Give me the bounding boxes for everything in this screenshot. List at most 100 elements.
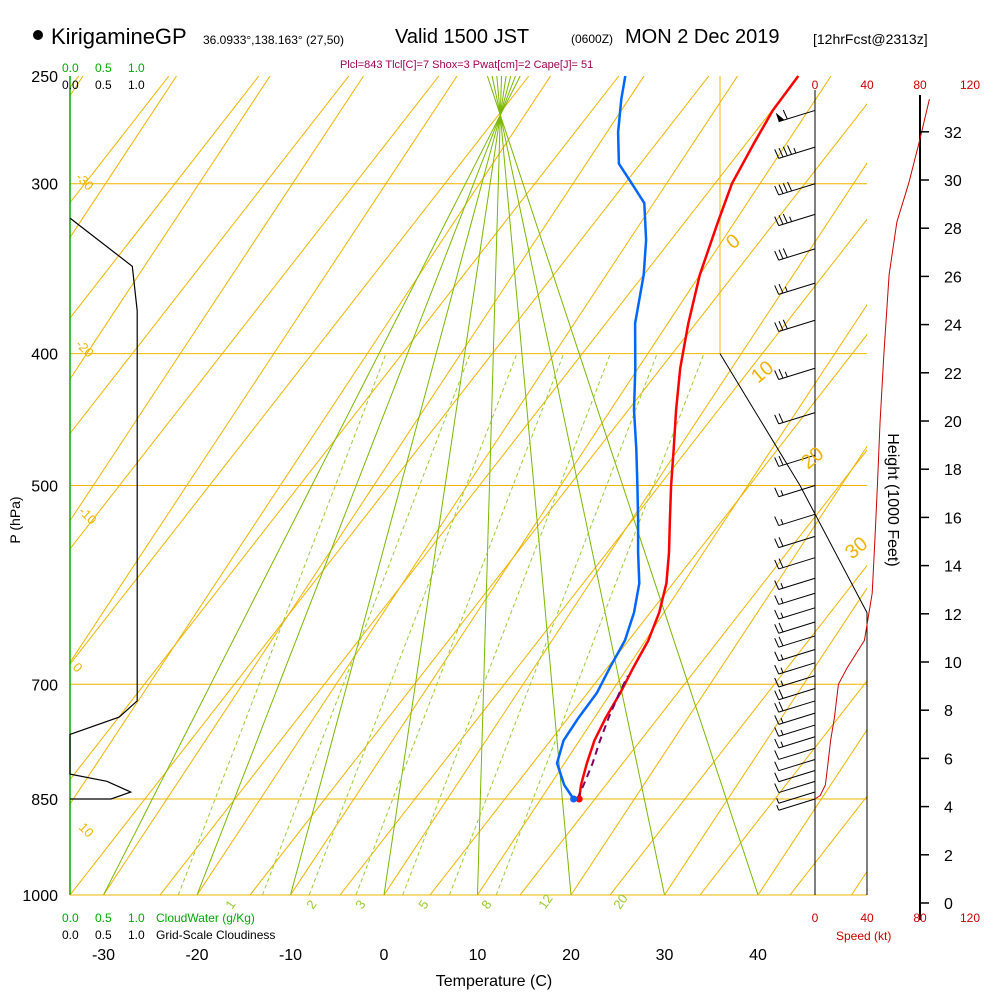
wind-barb-feather — [778, 558, 784, 568]
isotherm--40 — [70, 76, 551, 805]
wind-barb-feather — [774, 637, 780, 648]
tropopause-line — [719, 353, 868, 895]
wind-barb-feather — [782, 213, 788, 224]
moist-adiabat — [486, 76, 759, 895]
height-tick-label: 14 — [944, 559, 962, 576]
wind-barb — [778, 557, 816, 570]
wind-barb-feather — [782, 248, 788, 258]
isotherm--60 — [70, 76, 364, 522]
wind-barb-feather — [774, 677, 780, 688]
wind-barb — [778, 485, 816, 498]
wind-barb-half — [780, 519, 784, 525]
wind-barb-half — [784, 286, 788, 292]
mixing-ratio-line — [355, 353, 565, 895]
wind-barb-feather — [774, 185, 780, 196]
plot-frame — [69, 76, 921, 920]
wind-barb-half — [780, 717, 784, 724]
dry-adiabat — [70, 76, 260, 319]
theta-label: 30 — [841, 533, 872, 564]
moist-adiabat — [196, 76, 516, 895]
wind-barb — [778, 712, 816, 725]
wind-barb — [778, 109, 816, 123]
wind-barb — [778, 454, 816, 467]
valid-time: Valid 1500 JST — [395, 26, 530, 48]
wind-barb-feather — [778, 320, 784, 331]
x-tick-label: 10 — [469, 947, 487, 964]
wind-barb-half — [793, 147, 797, 154]
wind-barb — [778, 248, 816, 261]
height-tick-label: 18 — [944, 462, 962, 479]
wind-barb — [778, 747, 816, 760]
height-tick-label: 12 — [944, 607, 962, 624]
mixing-ratio-line — [308, 353, 518, 895]
x-tick-label: -30 — [92, 947, 115, 964]
x-tick-label: 0 — [380, 947, 389, 964]
wind-barb-half — [780, 597, 784, 604]
wind-barb-feather — [787, 145, 793, 155]
wind-barb-feather — [778, 701, 784, 712]
mixing-ratio-line — [495, 353, 705, 895]
wind-barb — [778, 635, 816, 648]
wind-barb-feather — [774, 580, 780, 590]
wind-barb — [778, 282, 816, 295]
dewpoint-line — [555, 75, 648, 800]
top-speed-tick: 120 — [960, 78, 980, 92]
station-name: KirigamineGP — [51, 24, 187, 49]
height-tick-label: 30 — [944, 173, 962, 190]
pressure-label-500: 500 — [31, 479, 58, 496]
x-tick-label: 30 — [656, 947, 674, 964]
wind-barb-half — [776, 805, 780, 811]
height-tick-label: 2 — [944, 848, 953, 865]
wind-barb — [778, 736, 816, 749]
wind-barb-feather — [778, 455, 784, 466]
wind-barb — [778, 675, 816, 688]
moist-adiabat — [103, 76, 521, 895]
wind-barb-feather — [778, 215, 784, 225]
valid-date: MON 2 Dec 2019 — [625, 26, 780, 48]
wind-barb — [778, 621, 816, 634]
wind-barb-feather — [774, 595, 780, 605]
bottom-cloudiness-tick: 0.5 — [95, 928, 112, 942]
wind-barb-feather — [774, 457, 780, 467]
wind-barb-feather — [778, 249, 784, 260]
x-tick-label: 40 — [749, 947, 767, 964]
height-tick-label: 22 — [944, 366, 962, 383]
mixing-ratio-label: 1 — [222, 897, 238, 912]
bottom-speed-tick: 120 — [960, 911, 980, 925]
isotherm-50 — [851, 870, 867, 895]
wind-barb-half — [789, 216, 793, 222]
wind-barb-feather — [774, 414, 780, 425]
wind-barb-feather — [774, 322, 780, 332]
isotherm--30 — [103, 76, 645, 895]
top-speed-tick: 0 — [812, 78, 819, 92]
wind-barb-feather — [774, 738, 780, 749]
mixing-ratio-label: 3 — [352, 897, 368, 912]
wind-barb — [778, 513, 816, 527]
isotherm--50 — [70, 76, 458, 664]
wind-barb-half — [784, 371, 788, 378]
top-speed-tick: 80 — [913, 78, 927, 92]
wind-barb-feather — [774, 727, 780, 737]
wind-barb-half — [780, 680, 784, 686]
wind-barb-feather — [774, 624, 780, 634]
dry-adiabat — [429, 333, 867, 895]
cloudiness-line — [69, 217, 138, 800]
isotherm-40 — [757, 728, 867, 895]
top-cloudiness-tick: 0.0 — [62, 78, 79, 92]
height-tick-label: 0 — [944, 896, 953, 913]
wind-barb-half — [780, 490, 784, 496]
wind-barb-feather — [782, 109, 788, 120]
moist-adiabat — [496, 76, 572, 895]
x-tick-label: -10 — [279, 947, 302, 964]
wind-barb-feather — [774, 370, 780, 380]
wind-barb — [778, 700, 816, 713]
wind-barb — [778, 213, 816, 227]
isotherm--70 — [70, 76, 271, 380]
moist-adiabat — [383, 76, 507, 895]
pressure-label-400: 400 — [31, 347, 58, 364]
isotherm-0 — [383, 162, 867, 895]
wind-barb — [778, 592, 816, 605]
dry-adiabat — [159, 76, 800, 895]
wind-barb — [778, 607, 816, 620]
isotherm-10 — [477, 303, 867, 895]
